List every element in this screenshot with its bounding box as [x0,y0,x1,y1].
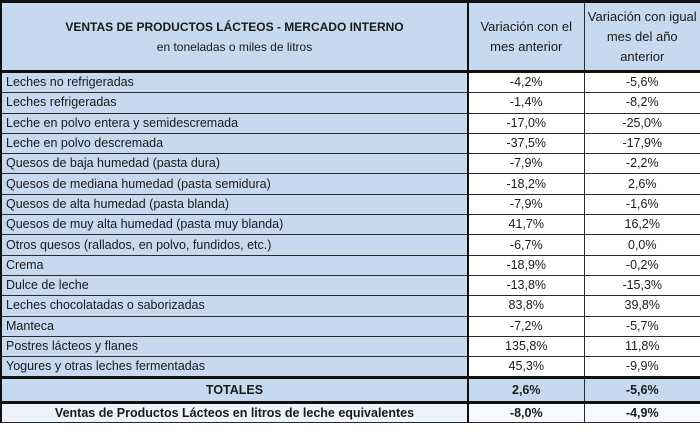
row-label: Quesos de muy alta humedad (pasta muy bl… [0,214,469,236]
value-vs-prev-year: -5,7% [583,315,700,337]
value-vs-prev-month: 45,3% [467,356,585,379]
table-row: Quesos de alta humedad (pasta blanda) -7,… [0,193,700,216]
value-vs-prev-month: 41,7% [467,214,585,236]
table-row: Otros quesos (rallados, en polvo, fundid… [0,234,700,256]
value-vs-prev-year: 39,8% [583,295,700,317]
value-vs-prev-year: -0,2% [583,254,700,276]
table-row: Manteca -7,2% -5,7% [0,315,700,337]
milk-equivalent-row: Ventas de Productos Lácteos en litros de… [0,402,700,424]
row-label: Yogures y otras leches fermentadas [0,356,469,379]
table-row: Quesos de mediana humedad (pasta semidur… [0,173,700,195]
table-row: Quesos de muy alta humedad (pasta muy bl… [0,214,700,236]
row-label: Leches chocolatadas o saborizadas [0,295,469,317]
row-label: Leches refrigeradas [0,92,469,114]
value-vs-prev-month: -18,2% [467,173,585,195]
totals-label: TOTALES [0,376,469,405]
value-vs-prev-year: -9,9% [583,356,700,379]
totals-vs-prev-month: 2,6% [467,376,585,405]
table-row: Dulce de leche -13,8% -15,3% [0,274,700,297]
value-vs-prev-month: -7,2% [467,315,585,337]
table-row: Leche en polvo descremada -37,5% -17,9% [0,132,700,155]
value-vs-prev-year: -17,9% [583,132,700,155]
milk-equivalent-vs-prev-month: -8,0% [467,402,585,424]
table-row: Leches no refrigeradas -4,2% -5,6% [0,70,700,94]
value-vs-prev-year: 2,6% [583,173,700,195]
row-label: Leche en polvo entera y semidescremada [0,112,469,134]
column-header-vs-prev-month: Variación con el mes anterior [467,0,585,73]
table-row: Postres lácteos y flanes 135,8% 11,8% [0,335,700,358]
row-label: Otros quesos (rallados, en polvo, fundid… [0,234,469,256]
table-row: Crema -18,9% -0,2% [0,254,700,276]
row-label: Leche en polvo descremada [0,132,469,155]
totals-row: TOTALES 2,6% -5,6% [0,376,700,405]
value-vs-prev-month: -1,4% [467,92,585,114]
table-row: Quesos de baja humedad (pasta dura) -7,9%… [0,153,700,175]
value-vs-prev-month: 83,8% [467,295,585,317]
table-row: Yogures y otras leches fermentadas 45,3% -… [0,356,700,379]
value-vs-prev-year: -5,6% [583,70,700,94]
value-vs-prev-month: -4,2% [467,70,585,94]
value-vs-prev-year: -2,2% [583,153,700,175]
row-label: Quesos de baja humedad (pasta dura) [0,153,469,175]
table-title-cell: VENTAS DE PRODUCTOS LÁCTEOS - MERCADO IN… [0,0,469,73]
value-vs-prev-year: -15,3% [583,274,700,297]
totals-vs-prev-year: -5,6% [583,376,700,405]
row-label: Crema [0,254,469,276]
value-vs-prev-month: -18,9% [467,254,585,276]
value-vs-prev-year: 11,8% [583,335,700,358]
value-vs-prev-month: -13,8% [467,274,585,297]
row-label: Quesos de alta humedad (pasta blanda) [0,193,469,216]
milk-equivalent-label: Ventas de Productos Lácteos en litros de… [0,402,469,424]
value-vs-prev-month: -17,0% [467,112,585,134]
table-title: VENTAS DE PRODUCTOS LÁCTEOS - MERCADO IN… [65,19,404,34]
table-subtitle: en toneladas o miles de litros [156,39,313,54]
table-row: Leche en polvo entera y semidescremada -1… [0,112,700,134]
row-label: Quesos de mediana humedad (pasta semidur… [0,173,469,195]
value-vs-prev-year: 0,0% [583,234,700,256]
dairy-sales-table: VENTAS DE PRODUCTOS LÁCTEOS - MERCADO IN… [0,0,700,424]
value-vs-prev-year: -25,0% [583,112,700,134]
column-header-vs-prev-year: Variación con igual mes del año anterior [583,0,700,73]
value-vs-prev-month: -7,9% [467,153,585,175]
value-vs-prev-month: -7,9% [467,193,585,216]
value-vs-prev-month: -37,5% [467,132,585,155]
table-row: Leches refrigeradas -1,4% -8,2% [0,92,700,114]
value-vs-prev-month: -6,7% [467,234,585,256]
value-vs-prev-year: -1,6% [583,193,700,216]
value-vs-prev-year: 16,2% [583,214,700,236]
milk-equivalent-vs-prev-year: -4,9% [583,402,700,424]
table-header-row: VENTAS DE PRODUCTOS LÁCTEOS - MERCADO IN… [0,0,700,73]
value-vs-prev-year: -8,2% [583,92,700,114]
row-label: Manteca [0,315,469,337]
row-label: Leches no refrigeradas [0,70,469,94]
row-label: Postres lácteos y flanes [0,335,469,358]
table-row: Leches chocolatadas o saborizadas 83,8% 39… [0,295,700,317]
row-label: Dulce de leche [0,274,469,297]
value-vs-prev-month: 135,8% [467,335,585,358]
